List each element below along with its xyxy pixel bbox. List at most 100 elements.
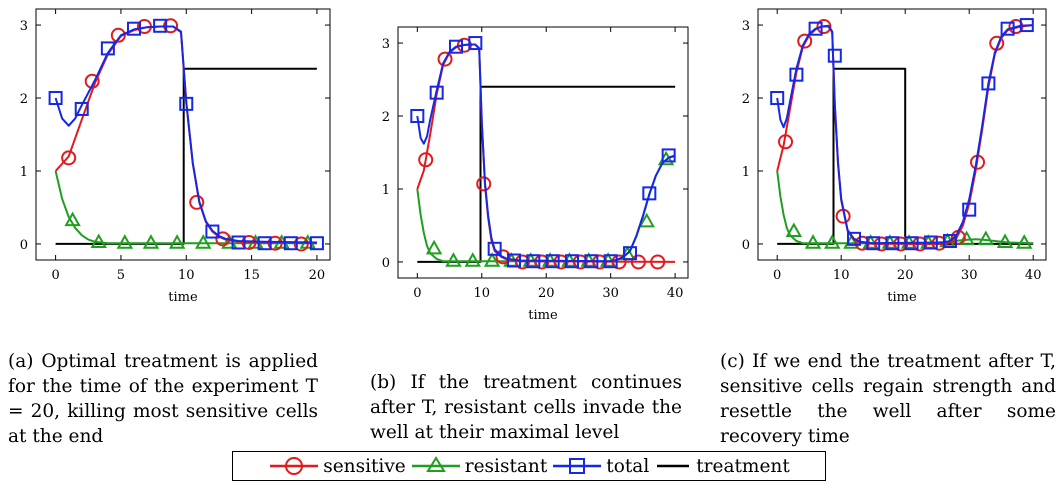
caption-text: If the treatment continues after T, resi… [370,372,682,443]
caption-tag: (b) [370,372,397,393]
x-tick-label: 40 [667,286,684,301]
point-total [885,236,900,251]
point-total [584,254,599,269]
point-total [283,236,298,251]
legend-item-total: total [551,454,649,478]
line-marker-icon [657,464,690,468]
point-sensitive [630,254,646,270]
point-resistant [168,234,186,249]
point-sensitive [84,73,100,89]
point-resistant [116,234,134,249]
legend-label: total [606,455,650,477]
x-tick-label: 30 [961,268,978,283]
point-sensitive [534,254,550,270]
point-total [866,236,881,251]
y-tick-label: 0 [742,238,750,253]
x-tick-label: 0 [773,268,781,283]
caption-text: Optimal treatment is applied for the tim… [8,351,318,447]
caption-text: If we end the treatment after T, sensiti… [720,351,1056,447]
point-sensitive [611,254,627,270]
point-resistant [64,211,81,227]
caption-tag: (c) [720,351,745,372]
point-resistant [1016,234,1033,249]
point-total [789,67,804,82]
legend-label: resistant [464,455,548,477]
point-sensitive [778,134,794,150]
point-total [623,246,637,261]
point-total [962,202,977,217]
square-marker-icon [553,458,602,474]
point-sensitive [553,254,569,270]
caption-b: (b) If the treatment continues after T, … [370,370,682,445]
point-total [808,21,823,36]
legend: sensitive resistant total treatment [232,451,826,481]
y-tick-label: 1 [742,165,750,180]
point-total [943,234,957,249]
point-total [309,236,324,251]
point-sensitive [437,51,453,67]
point-total [100,41,115,56]
point-total [257,236,272,251]
legend-item-treatment: treatment [653,454,790,478]
point-total [410,109,425,124]
point-sensitive [650,254,666,270]
point-resistant [804,234,822,249]
triangle-marker-icon [411,456,460,472]
legend-label: treatment [696,455,790,477]
plot-frame [397,26,689,279]
y-tick-label: 3 [382,37,390,52]
y-tick-label: 3 [20,19,28,34]
point-total [770,91,785,106]
point-sensitive [189,194,205,210]
x-tick-label: 40 [1025,268,1042,283]
point-sensitive [514,254,530,270]
point-total [487,241,502,256]
point-sensitive [912,236,928,252]
point-total [449,39,463,54]
subplot-c: 0 10 20 30 40 0 1 2 3 time [742,8,1047,305]
point-total [127,21,141,36]
y-tick-label: 2 [20,92,28,107]
point-total [904,236,919,251]
point-sensitive [61,150,77,166]
plot-frame [35,8,331,261]
point-sensitive [418,152,434,168]
point-total [981,76,996,91]
point-total [526,254,541,269]
point-total [1019,18,1034,33]
point-total [468,36,483,51]
point-sensitive [110,27,126,43]
x-tick-label: 15 [243,268,260,283]
x-tick-label: 5 [117,268,125,283]
x-tick-label: 20 [538,286,555,301]
point-total [153,18,168,33]
point-sensitive [293,236,309,252]
point-resistant [785,222,803,238]
point-total [205,224,220,239]
series-line-total [776,24,1034,245]
y-tick-label: 1 [382,183,390,198]
point-total [642,186,657,201]
x-tick-label: 10 [178,268,195,283]
point-resistant [445,252,462,267]
series-line-total [54,25,317,244]
legend-item-sensitive: sensitive [268,454,406,478]
y-tick-label: 2 [382,110,390,125]
point-resistant [464,252,481,267]
point-resistant [824,234,841,249]
x-axis-label: time [528,308,558,323]
point-total [923,235,938,250]
caption-a: (a) Optimal treatment is applied for the… [8,349,318,449]
point-resistant [195,234,212,249]
legend-item-resistant: resistant [410,454,548,478]
point-resistant [483,252,501,267]
point-total [565,254,579,269]
point-resistant [90,233,107,248]
point-resistant [425,239,443,255]
point-total [179,96,194,111]
subplot-a: 0 5 10 15 20 0 1 2 3 time [20,8,331,305]
series-line-treatment [777,67,1034,245]
x-tick-label: 20 [897,268,914,283]
point-total [429,85,444,100]
